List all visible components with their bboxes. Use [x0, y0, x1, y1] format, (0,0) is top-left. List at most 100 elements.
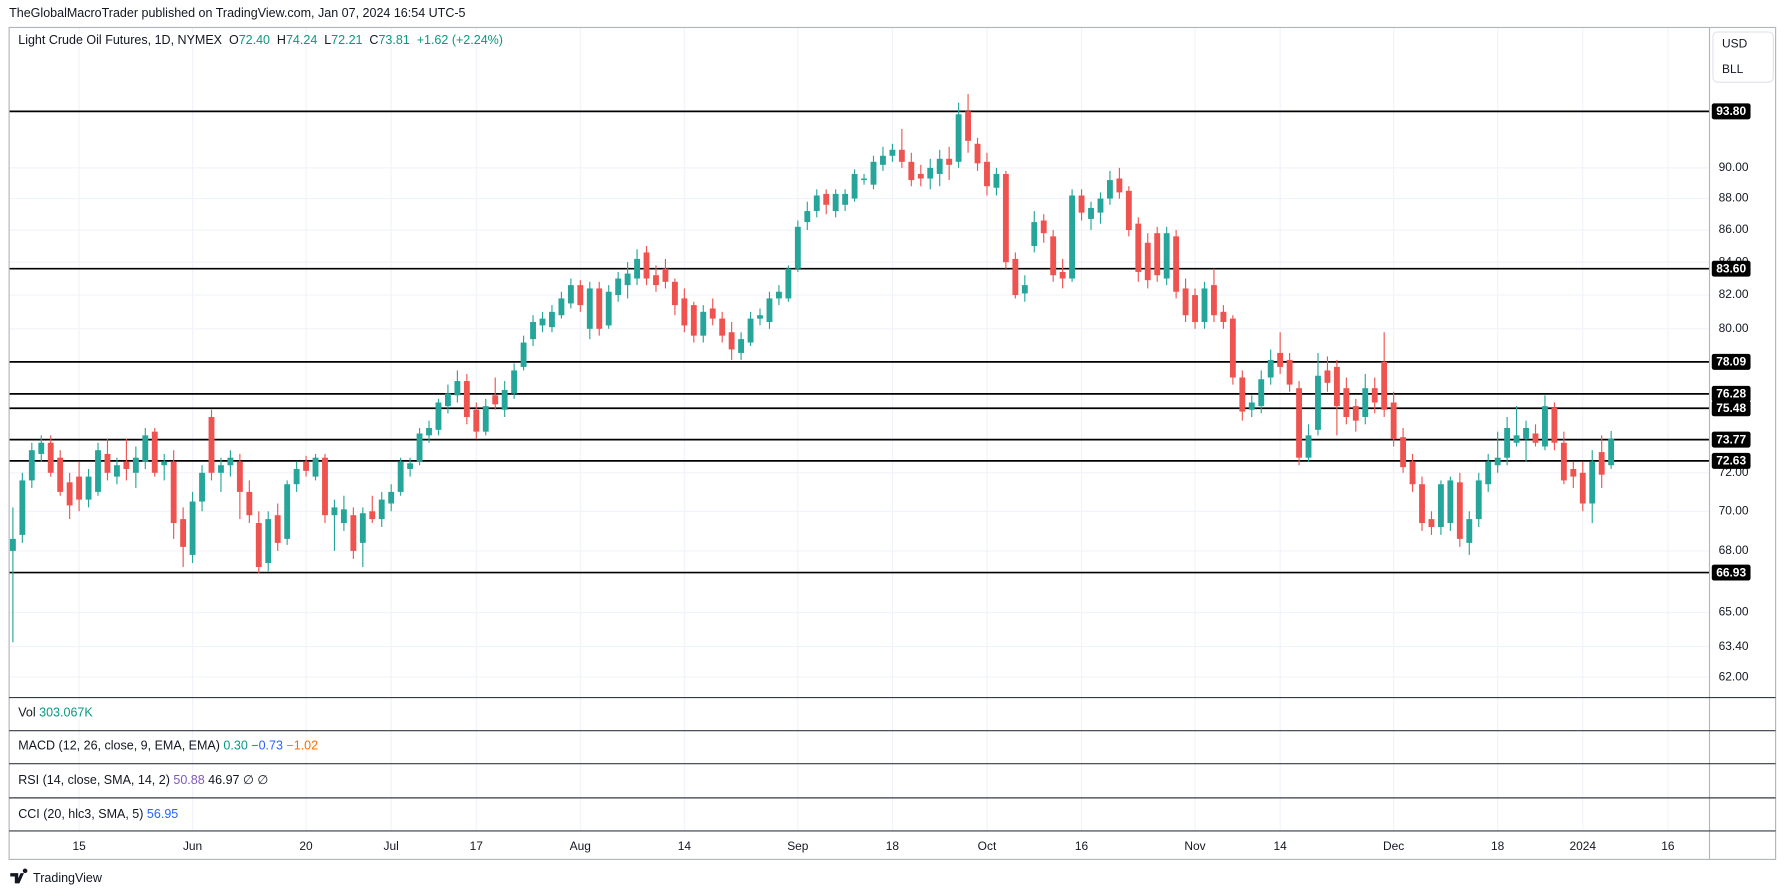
candle-body	[1002, 173, 1009, 263]
publisher-line: TheGlobalMacroTrader published on Tradin…	[9, 6, 465, 20]
candle-body	[1088, 207, 1094, 219]
candle-body	[473, 409, 480, 432]
candle-body	[1362, 388, 1369, 418]
pane-value: ∅ ∅	[243, 773, 268, 787]
high-label: H	[277, 33, 286, 47]
candle-body	[880, 155, 886, 165]
candle-body	[189, 501, 196, 555]
candle-body	[1428, 519, 1435, 527]
candle-body	[643, 252, 650, 279]
candle-body	[558, 298, 565, 316]
candle-body	[236, 461, 243, 492]
footer-logo: TradingView	[10, 868, 103, 885]
candle-body	[435, 402, 442, 430]
candle-body	[1504, 427, 1511, 458]
candle-body	[1050, 236, 1057, 276]
currency-box[interactable]	[1712, 31, 1774, 83]
candle-body	[1239, 377, 1246, 412]
candle-body	[927, 167, 934, 179]
candle-body	[416, 433, 423, 462]
candle-body	[634, 258, 640, 279]
pane-value: −1.02	[286, 739, 318, 753]
candle-body	[369, 511, 376, 520]
candle-body	[1154, 233, 1161, 276]
candle-body	[350, 515, 357, 551]
level-label: 78.09	[1716, 355, 1746, 369]
x-tick-label: Oct	[978, 839, 997, 853]
candle-body	[832, 193, 839, 212]
level-label: 75.48	[1716, 401, 1746, 415]
candle-body	[851, 173, 858, 199]
candle-body	[255, 523, 262, 568]
candle-body	[1475, 480, 1482, 520]
candle-body	[303, 461, 310, 471]
low-value: 72.21	[331, 33, 362, 47]
candle-body	[1551, 407, 1558, 443]
levels	[9, 110, 1710, 574]
candle-body	[842, 193, 849, 205]
candle-body	[898, 149, 905, 162]
pane-legend: RSI (14, close, SMA, 14, 2) 50.88 46.97 …	[18, 773, 268, 787]
x-tick-label: 20	[299, 839, 313, 853]
candle-body	[1437, 484, 1444, 527]
candle-body	[19, 480, 26, 535]
candle-body	[804, 211, 811, 223]
x-tick-label: 16	[1661, 839, 1675, 853]
pane-legend: CCI (20, hlc3, SMA, 5) 56.95	[18, 807, 178, 821]
logo-icon	[10, 868, 28, 884]
candle-body	[1248, 402, 1255, 410]
candle-body	[1333, 366, 1340, 407]
candle-body	[284, 484, 291, 539]
candle-body	[586, 288, 593, 329]
candle-body	[132, 457, 139, 473]
candle-body	[482, 406, 489, 432]
candle-body	[180, 519, 187, 547]
candle-body	[1570, 468, 1577, 477]
level-label-box	[1711, 564, 1751, 581]
candle-body	[1419, 484, 1425, 524]
candle-body	[624, 273, 631, 286]
candle-body	[463, 381, 470, 418]
candle-body	[1031, 222, 1038, 246]
candle-body	[936, 158, 943, 174]
legend: Light Crude Oil Futures, 1D, NYMEX O72.4…	[18, 33, 503, 47]
candle-body	[700, 311, 707, 336]
candle-body	[567, 285, 574, 304]
currency[interactable]: USD	[1722, 37, 1748, 51]
candle-body	[615, 278, 622, 296]
candle-body	[1059, 271, 1066, 279]
unit[interactable]: BLL	[1722, 62, 1744, 76]
candle-body	[331, 507, 338, 516]
candle-body	[1381, 361, 1388, 410]
candle-body	[1513, 435, 1520, 443]
candle-body	[993, 173, 1000, 188]
candle-body	[161, 461, 168, 466]
candle-body	[28, 450, 35, 481]
candle-body	[1116, 178, 1123, 193]
y-tick-label: 86.00	[1719, 222, 1749, 236]
candle-body	[1182, 288, 1189, 316]
candle-body	[785, 268, 792, 299]
pane-value: 0.30	[223, 739, 247, 753]
x-tick-label: 16	[1075, 839, 1089, 853]
candle-body	[359, 513, 366, 543]
candle-body	[322, 457, 328, 516]
candle-body	[747, 318, 754, 343]
candle-body	[246, 491, 253, 516]
candle-body	[1532, 433, 1539, 443]
candle-body	[274, 515, 281, 543]
candle-body	[1192, 295, 1198, 323]
candle-body	[1589, 461, 1596, 504]
pane-value: 46.97	[208, 773, 239, 787]
candle-body	[1560, 442, 1567, 481]
candle-body	[917, 173, 924, 179]
candle-body	[1211, 285, 1217, 316]
x-tick-label: 2024	[1569, 839, 1596, 853]
y-tick-label: 62.00	[1719, 669, 1749, 683]
y-tick-label: 70.00	[1719, 503, 1749, 517]
candle-body	[1485, 461, 1492, 485]
low-label: L	[324, 33, 331, 47]
candle-body	[218, 465, 224, 473]
footer-text: TradingView	[33, 871, 103, 885]
candle-body	[908, 161, 915, 181]
